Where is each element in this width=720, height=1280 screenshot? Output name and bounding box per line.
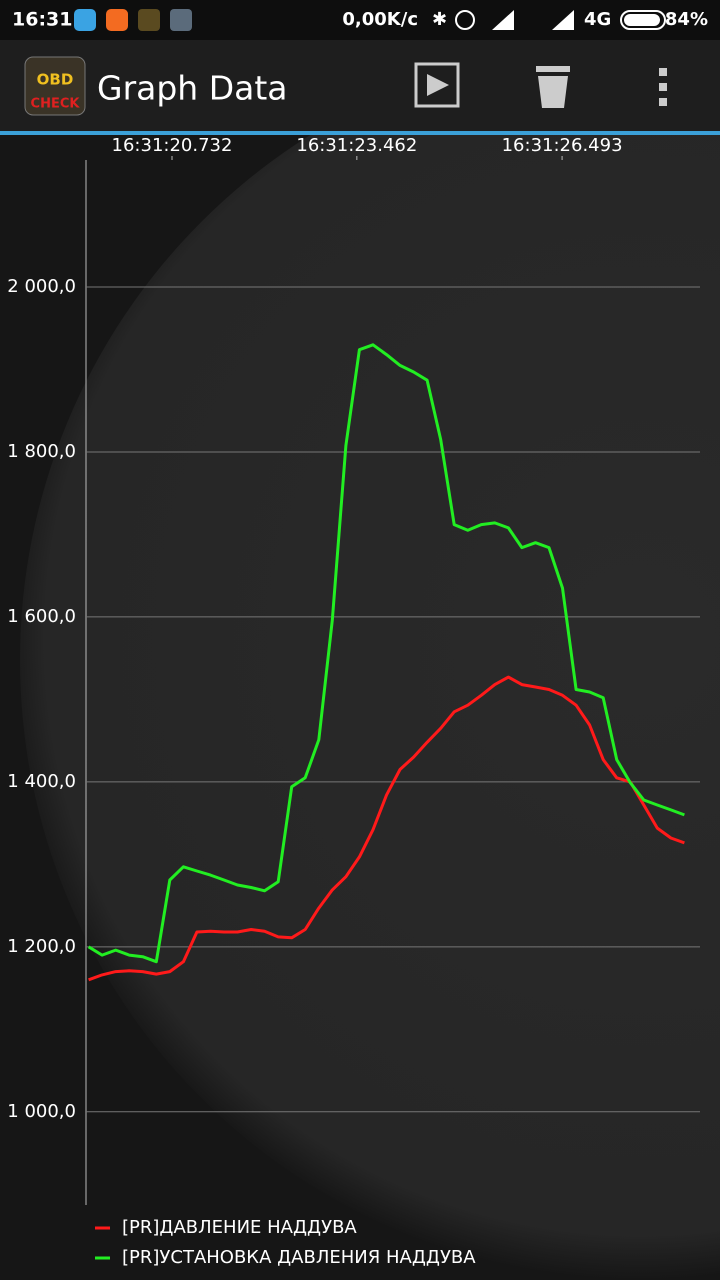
menu-button[interactable] bbox=[659, 68, 667, 106]
logo-text: CHECK bbox=[31, 97, 81, 112]
obd-icon bbox=[138, 9, 160, 31]
app-bar bbox=[0, 40, 720, 131]
menu-dot bbox=[659, 68, 667, 76]
y-tick-label: 1 800,0 bbox=[7, 441, 76, 462]
delete-lid bbox=[536, 66, 570, 72]
play-button[interactable] bbox=[414, 62, 460, 108]
signal-icon bbox=[552, 10, 574, 30]
y-tick-label: 1 000,0 bbox=[7, 1101, 76, 1122]
status-network: 4G bbox=[584, 9, 611, 30]
app-title: Graph Data bbox=[97, 69, 288, 108]
battery-level bbox=[624, 14, 660, 26]
mi-icon bbox=[106, 9, 128, 31]
chart: 1 000,0 1 200,0 1 400,0 1 600,0 1 800,0 2 000… bbox=[7, 135, 700, 1268]
status-time: 16:31 bbox=[12, 9, 72, 31]
x-tick-label: 16:31:23.462 bbox=[296, 135, 417, 156]
series-line bbox=[87, 343, 685, 964]
background-moon bbox=[20, 40, 720, 1280]
bluetooth-icon: ✱ bbox=[432, 9, 447, 30]
legend-label: [PR]ДАВЛЕНИЕ НАДДУВА bbox=[122, 1217, 357, 1238]
signal-icon bbox=[492, 10, 514, 30]
app-bar-divider bbox=[0, 131, 720, 135]
telegram-icon bbox=[74, 9, 96, 31]
y-tick-label: 2 000,0 bbox=[7, 276, 76, 297]
alarm-icon bbox=[455, 10, 475, 30]
app-icon bbox=[170, 9, 192, 31]
y-tick-label: 1 600,0 bbox=[7, 606, 76, 627]
app-logo[interactable] bbox=[24, 56, 86, 116]
y-tick-label: 1 200,0 bbox=[7, 936, 76, 957]
series-line bbox=[88, 675, 685, 982]
delete-button[interactable] bbox=[538, 76, 568, 108]
y-tick-label: 1 400,0 bbox=[7, 771, 76, 792]
play-icon bbox=[427, 74, 449, 96]
status-battery: 84% bbox=[665, 9, 708, 30]
menu-dot bbox=[659, 83, 667, 91]
menu-dot bbox=[659, 98, 667, 106]
logo-text: OBD bbox=[37, 71, 74, 89]
legend-label: [PR]УСТАНОВКА ДАВЛЕНИЯ НАДДУВА bbox=[122, 1247, 476, 1268]
status-speed: 0,00K/c bbox=[342, 9, 418, 30]
x-tick-label: 16:31:26.493 bbox=[502, 135, 623, 156]
x-tick-label: 16:31:20.732 bbox=[112, 135, 233, 156]
battery-icon bbox=[620, 10, 666, 30]
